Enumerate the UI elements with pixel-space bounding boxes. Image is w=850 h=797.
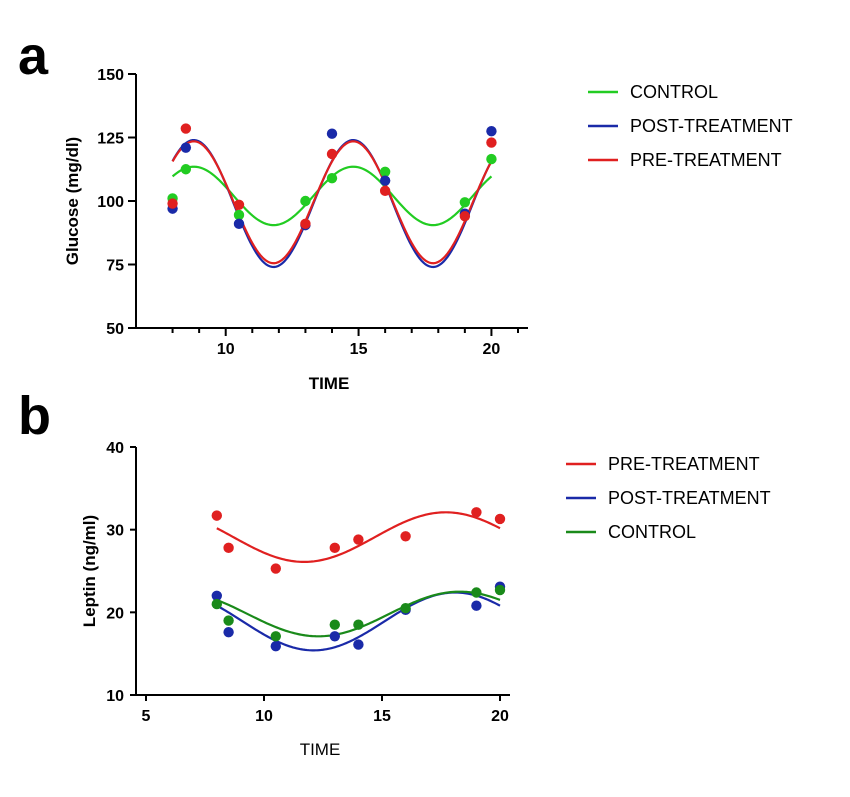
panel-b-y-tick-label: 40 [106, 440, 124, 457]
panel-b-point-post-treatment [223, 626, 234, 638]
panel-b-point-pre-treatment [223, 542, 234, 554]
panel-b-y-tick-label: 20 [106, 605, 124, 622]
panel-a-point-control [326, 172, 338, 184]
panel-a-point-control [233, 209, 245, 221]
panel-a-y-tick-label: 100 [97, 194, 124, 211]
panel-a-point-pre-treatment [486, 137, 497, 148]
panel-b-point-post-treatment [270, 641, 281, 652]
panel-b-point-control [400, 603, 411, 614]
panel-b-point-control [329, 619, 340, 630]
panel-b-point-post-treatment [353, 639, 364, 650]
panel-a-y-tick-label: 50 [106, 321, 124, 338]
panel-a-y-tick-label: 150 [97, 67, 124, 84]
panel-a-y-tick-label: 125 [97, 131, 124, 148]
panel-a-x-axis-title: TIME [309, 374, 350, 393]
panel-a-point-pre-treatment [459, 211, 471, 222]
panel-b-y-axis-title: Leptin (ng/ml) [80, 515, 99, 627]
panel-a-x-tick-label: 15 [350, 341, 368, 358]
panel-a-point-control [486, 153, 497, 165]
panel-b-legend-label-control: CONTROL [608, 522, 696, 542]
panel-b-point-pre-treatment [400, 531, 411, 542]
panel-a-point-post-treatment [180, 142, 192, 153]
panel-a-chart: 50 75 100 125 150 10 15 20 TIME Glucose (mg/dl) CO… [63, 67, 793, 393]
panel-b-point-control [223, 615, 234, 626]
panel-b-point-pre-treatment [494, 513, 506, 525]
panel-a-point-post-treatment [326, 128, 338, 139]
panel-b-x-axis-title: TIME [300, 740, 341, 759]
panel-a-y-axis-title: Glucose (mg/dl) [63, 137, 82, 265]
panel-b-point-control [494, 584, 506, 596]
panel-b-point-pre-treatment [353, 534, 364, 545]
panel-a-point-control [379, 166, 391, 177]
panel-a-fit-curve-pre-treatment [171, 140, 493, 265]
panel-b-point-control [471, 587, 482, 598]
panel-a-letter: a [18, 26, 49, 86]
panel-a-point-control [300, 195, 311, 207]
panel-b-point-control [353, 619, 364, 630]
panel-b-legend-label-post-treatment: POST-TREATMENT [608, 488, 771, 508]
panel-b-point-pre-treatment [270, 563, 281, 574]
panel-b-letter: b [18, 386, 51, 446]
panel-a-legend-label-post-treatment: POST-TREATMENT [630, 116, 793, 136]
panel-b-point-post-treatment [471, 600, 482, 611]
panel-a-point-post-treatment [233, 218, 245, 230]
panel-a-point-pre-treatment [180, 123, 192, 134]
panel-a-point-pre-treatment [379, 185, 391, 197]
panel-b-y-tick-label: 30 [106, 523, 124, 540]
panel-a-x-tick-label: 20 [483, 341, 501, 358]
panel-a-y-tick-label: 75 [106, 258, 124, 275]
panel-a-point-pre-treatment [167, 198, 178, 209]
panel-a-point-pre-treatment [300, 218, 311, 230]
panel-a-x-tick-label: 10 [217, 341, 235, 358]
panel-b-fit-curve-pre-treatment [216, 511, 501, 563]
panel-b-point-control [270, 631, 281, 642]
panel-b-x-tick-label: 10 [255, 708, 273, 725]
panel-a-point-control [180, 164, 192, 175]
panel-a-legend-label-control: CONTROL [630, 82, 718, 102]
panel-b-chart: 10 20 30 40 5 10 15 20 TIME Leptin (ng/ml) PRE-TRE… [80, 440, 771, 759]
panel-b-point-post-treatment [211, 590, 222, 601]
panel-a-point-control [459, 197, 471, 208]
panel-a-point-post-treatment [379, 175, 391, 186]
panel-b-point-pre-treatment [329, 542, 340, 554]
panel-a-legend-label-pre-treatment: PRE-TREATMENT [630, 150, 782, 170]
panel-b-point-control [211, 598, 222, 610]
panel-b-x-tick-label: 5 [142, 708, 151, 725]
panel-b-point-post-treatment [329, 631, 340, 642]
panel-b-legend-label-pre-treatment: PRE-TREATMENT [608, 454, 760, 474]
panel-b-point-pre-treatment [211, 510, 222, 521]
panel-b-point-pre-treatment [471, 507, 482, 518]
panel-a-point-pre-treatment [233, 199, 245, 211]
panel-b-x-tick-label: 15 [373, 708, 391, 725]
panel-b-x-tick-label: 20 [491, 708, 509, 725]
panel-a-point-post-treatment [486, 125, 497, 137]
panel-b-y-tick-label: 10 [106, 688, 124, 705]
panel-a-point-pre-treatment [326, 148, 338, 160]
